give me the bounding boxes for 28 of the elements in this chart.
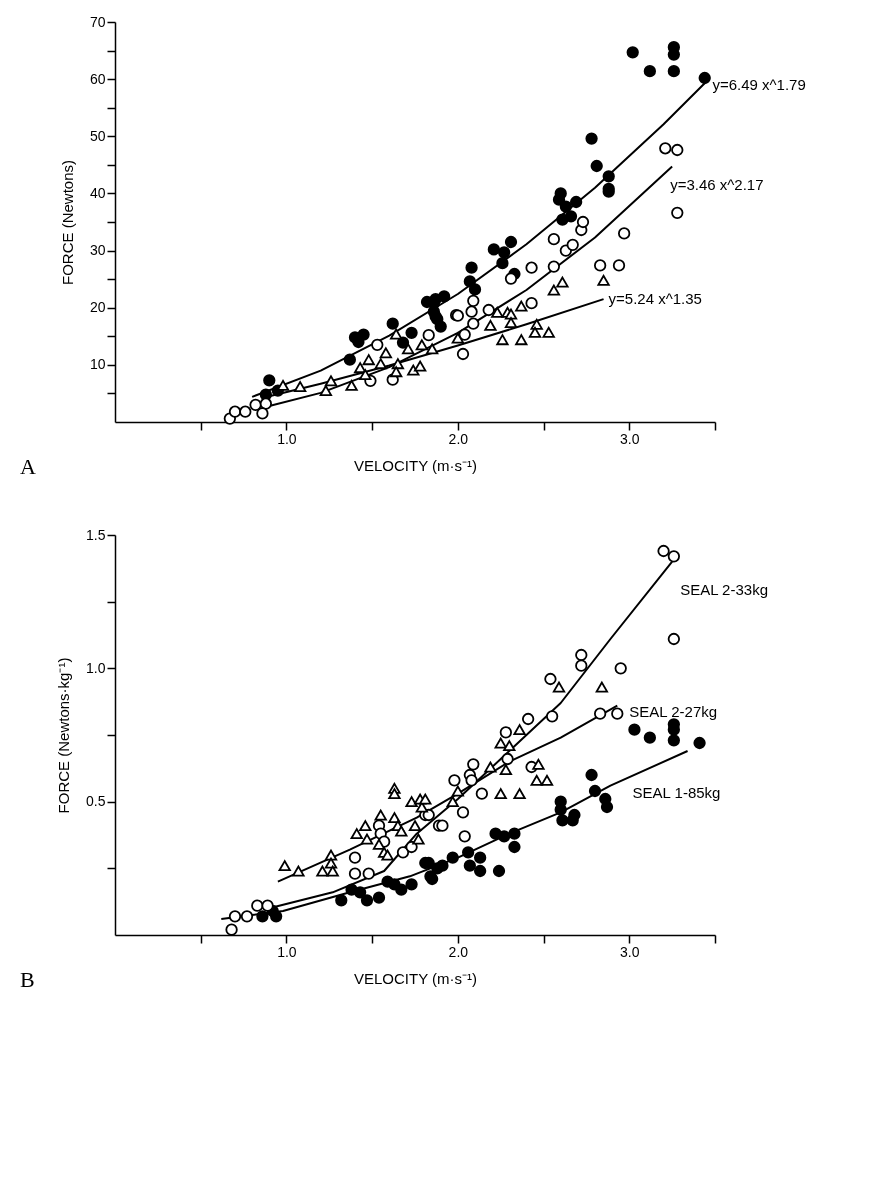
y-tick-label: 1.0: [86, 659, 106, 676]
y-tick-label: 20: [89, 299, 106, 316]
x-axis-title: VELOCITY (m·s⁻¹): [353, 969, 478, 987]
text: B: [20, 967, 35, 992]
y-axis-title: FORCE (Newtons): [58, 159, 76, 286]
y-axis-title: FORCE (Newtons·kg⁻¹): [55, 657, 73, 814]
series-label: SEAL 2-33kg: [680, 580, 768, 598]
y-tick-label: 70: [89, 13, 106, 30]
series-label: SEAL 1-85kg: [632, 784, 721, 801]
series-label: SEAL 2-27kg: [629, 702, 718, 720]
y-tick-label: 60: [89, 70, 106, 87]
series-label: y=5.24 x^1.35: [608, 290, 702, 308]
y-tick-label: 10: [89, 356, 106, 373]
x-tick-label: 3.0: [620, 430, 640, 447]
x-tick-label: 3.0: [620, 943, 640, 960]
series-label: y=3.46 x^2.17: [670, 175, 764, 193]
x-tick-label: 2.0: [448, 430, 469, 447]
y-tick-label: 40: [89, 184, 106, 201]
y-tick-label: 30: [89, 242, 106, 259]
x-axis-title: VELOCITY (m·s⁻¹): [353, 456, 478, 474]
text: A: [20, 454, 36, 479]
y-tick-label: 50: [89, 127, 106, 144]
y-tick-label: 0.5: [86, 793, 106, 810]
y-tick-label: 1.5: [86, 526, 106, 543]
x-tick-label: 1.0: [277, 943, 297, 960]
x-tick-label: 1.0: [277, 430, 297, 447]
series-label: y=6.49 x^1.79: [712, 76, 806, 94]
x-tick-label: 2.0: [448, 943, 469, 960]
